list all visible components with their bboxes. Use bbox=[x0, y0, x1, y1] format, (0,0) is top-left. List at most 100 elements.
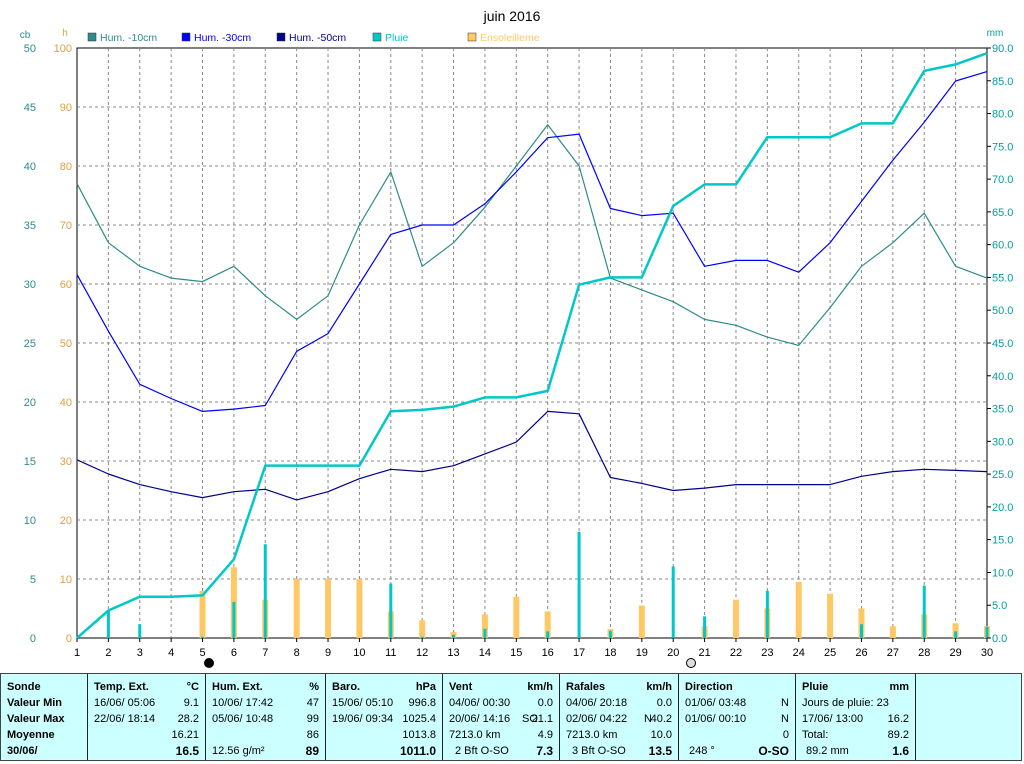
baro-max-date: 19/06/ 09:34 bbox=[332, 713, 394, 725]
baro-min-date: 15/06/ 05:10 bbox=[332, 697, 394, 709]
legend-label: Pluie bbox=[385, 32, 409, 44]
y-tick-label-mm: 40.0 bbox=[992, 371, 1013, 383]
y-tick-label-mm: 75.0 bbox=[992, 141, 1013, 153]
y-tick-label-mm: 0.0 bbox=[992, 633, 1007, 645]
temp-moy-val: 16.21 bbox=[171, 729, 199, 741]
sunshine-bar bbox=[827, 593, 834, 638]
y-tick-label-h: 100 bbox=[54, 43, 72, 55]
vent-moy-val: 4.9 bbox=[537, 729, 553, 741]
legend-label: Hum. -50cm bbox=[289, 32, 346, 44]
temp-min-val: 9.1 bbox=[183, 697, 199, 709]
rain-bar bbox=[420, 636, 424, 638]
pluie-total-val: 89.2 bbox=[887, 729, 909, 741]
sonde-header: Sonde bbox=[7, 681, 41, 693]
series-line-pluie bbox=[76, 52, 988, 639]
legend-label: Hum. -30cm bbox=[194, 32, 251, 44]
x-tick-label: 26 bbox=[855, 647, 867, 659]
hum-moy-val: 86 bbox=[306, 729, 319, 741]
legend-label: Hum. -10cm bbox=[100, 32, 157, 44]
rafales-min-val: 0.0 bbox=[656, 697, 672, 709]
series-line-hum-30cm bbox=[76, 71, 988, 412]
sunshine-bar bbox=[419, 620, 426, 638]
rain-bar bbox=[232, 601, 236, 638]
col-hum: Hum. Ext.% 10/06/ 17:42 47 05/06/ 10:48 99… bbox=[206, 674, 326, 760]
rafales-max-dir: N bbox=[644, 713, 652, 725]
y-tick-label-cb: 45 bbox=[24, 102, 36, 114]
pluie-max-val: 16.2 bbox=[887, 713, 909, 725]
x-tick-label: 29 bbox=[949, 647, 961, 659]
moon-phase-full-icon bbox=[204, 658, 214, 668]
legend-swatch bbox=[87, 32, 97, 42]
x-tick-label: 19 bbox=[636, 647, 648, 659]
y-tick-label-mm: 25.0 bbox=[992, 469, 1013, 481]
baro-unit: hPa bbox=[415, 681, 436, 693]
rain-bar bbox=[922, 585, 926, 638]
x-tick-label: 4 bbox=[168, 647, 174, 659]
col-baro: Baro. hPa 15/06/ 05:10 996.8 19/06/ 09:34 1… bbox=[326, 674, 443, 760]
rain-bar bbox=[765, 590, 769, 638]
moon-phase-new-icon bbox=[686, 658, 696, 668]
sunshine-bar bbox=[952, 623, 959, 638]
vent-unit: km/h bbox=[527, 681, 553, 693]
temp-max-date: 22/06/ 18:14 bbox=[94, 713, 156, 725]
direction-r1-date: 01/06/ 03:48 bbox=[685, 697, 747, 709]
legend-swatch bbox=[276, 32, 286, 42]
baro-min-val: 996.8 bbox=[408, 697, 436, 709]
baro-header: Baro. bbox=[332, 681, 361, 693]
right-axis-unit: mm bbox=[987, 28, 1004, 39]
rain-bar bbox=[577, 531, 581, 638]
direction-header: Direction bbox=[685, 681, 733, 693]
sonde-moy-label: Moyenne bbox=[7, 729, 55, 741]
col-direction: Direction 01/06/ 03:48 N 01/06/ 00:10 N 0 … bbox=[679, 674, 796, 760]
y-tick-label-mm: 60.0 bbox=[992, 240, 1013, 252]
rain-bar bbox=[389, 583, 393, 638]
x-tick-label: 7 bbox=[262, 647, 268, 659]
rain-bar bbox=[201, 636, 205, 638]
direction-r3-val: 0 bbox=[782, 729, 789, 741]
pluie-days: Jours de pluie: 23 bbox=[802, 697, 889, 709]
y-tick-label-h: 80 bbox=[60, 161, 72, 173]
chart-title: juin 2016 bbox=[483, 8, 541, 24]
temp-unit: °C bbox=[186, 681, 199, 693]
y-tick-label-h: 70 bbox=[60, 220, 72, 232]
y-tick-label-mm: 70.0 bbox=[992, 174, 1013, 186]
rafales-distance: 7213.0 km bbox=[566, 729, 618, 741]
summary-panel: Sonde Valeur Min Valeur Max Moyenne 30/0… bbox=[0, 673, 1022, 761]
sunshine-bar bbox=[481, 614, 488, 638]
x-tick-label: 13 bbox=[447, 647, 459, 659]
y-tick-label-h: 90 bbox=[60, 102, 72, 114]
rain-bar bbox=[138, 624, 142, 638]
x-tick-label: 22 bbox=[730, 647, 742, 659]
vent-max-dir: SO bbox=[522, 713, 538, 725]
y-tick-label-cb: 20 bbox=[24, 397, 36, 409]
y-tick-label-h: 10 bbox=[60, 574, 72, 586]
rain-bar bbox=[263, 544, 267, 638]
x-tick-label: 3 bbox=[137, 647, 143, 659]
y-tick-label-cb: 0 bbox=[30, 633, 36, 645]
direction-r1-val: N bbox=[781, 697, 789, 709]
vent-distance: 7213.0 km bbox=[449, 729, 501, 741]
sunshine-bar bbox=[293, 579, 300, 638]
y-tick-label-cb: 25 bbox=[24, 338, 36, 350]
pluie-cur-val: 1.6 bbox=[892, 744, 909, 758]
x-tick-label: 2 bbox=[105, 647, 111, 659]
sonde-date: 30/06/ bbox=[7, 745, 38, 757]
rafales-moy-val: 10.0 bbox=[650, 729, 672, 741]
hum-min-val: 47 bbox=[306, 697, 319, 709]
sonde-min-label: Valeur Min bbox=[7, 697, 63, 709]
sunshine-bar bbox=[325, 579, 332, 638]
temp-min-date: 16/06/ 05:06 bbox=[94, 697, 156, 709]
x-tick-label: 16 bbox=[542, 647, 554, 659]
col-rafales: Rafales km/h 04/06/ 20:18 0.0 02/06/ 04:22… bbox=[560, 674, 679, 760]
x-tick-label: 11 bbox=[385, 647, 396, 659]
y-tick-label-cb: 40 bbox=[24, 161, 36, 173]
hum-max-val: 99 bbox=[306, 713, 319, 725]
x-tick-label: 27 bbox=[887, 647, 899, 659]
rafales-max-date: 02/06/ 04:22 bbox=[566, 713, 628, 725]
rain-bar bbox=[608, 630, 612, 638]
direction-r2-val: N bbox=[781, 713, 789, 725]
y-tick-label-mm: 90.0 bbox=[992, 43, 1013, 55]
x-tick-label: 21 bbox=[698, 647, 710, 659]
y-tick-label-h: 0 bbox=[66, 633, 72, 645]
vent-min-val: 0.0 bbox=[537, 697, 553, 709]
